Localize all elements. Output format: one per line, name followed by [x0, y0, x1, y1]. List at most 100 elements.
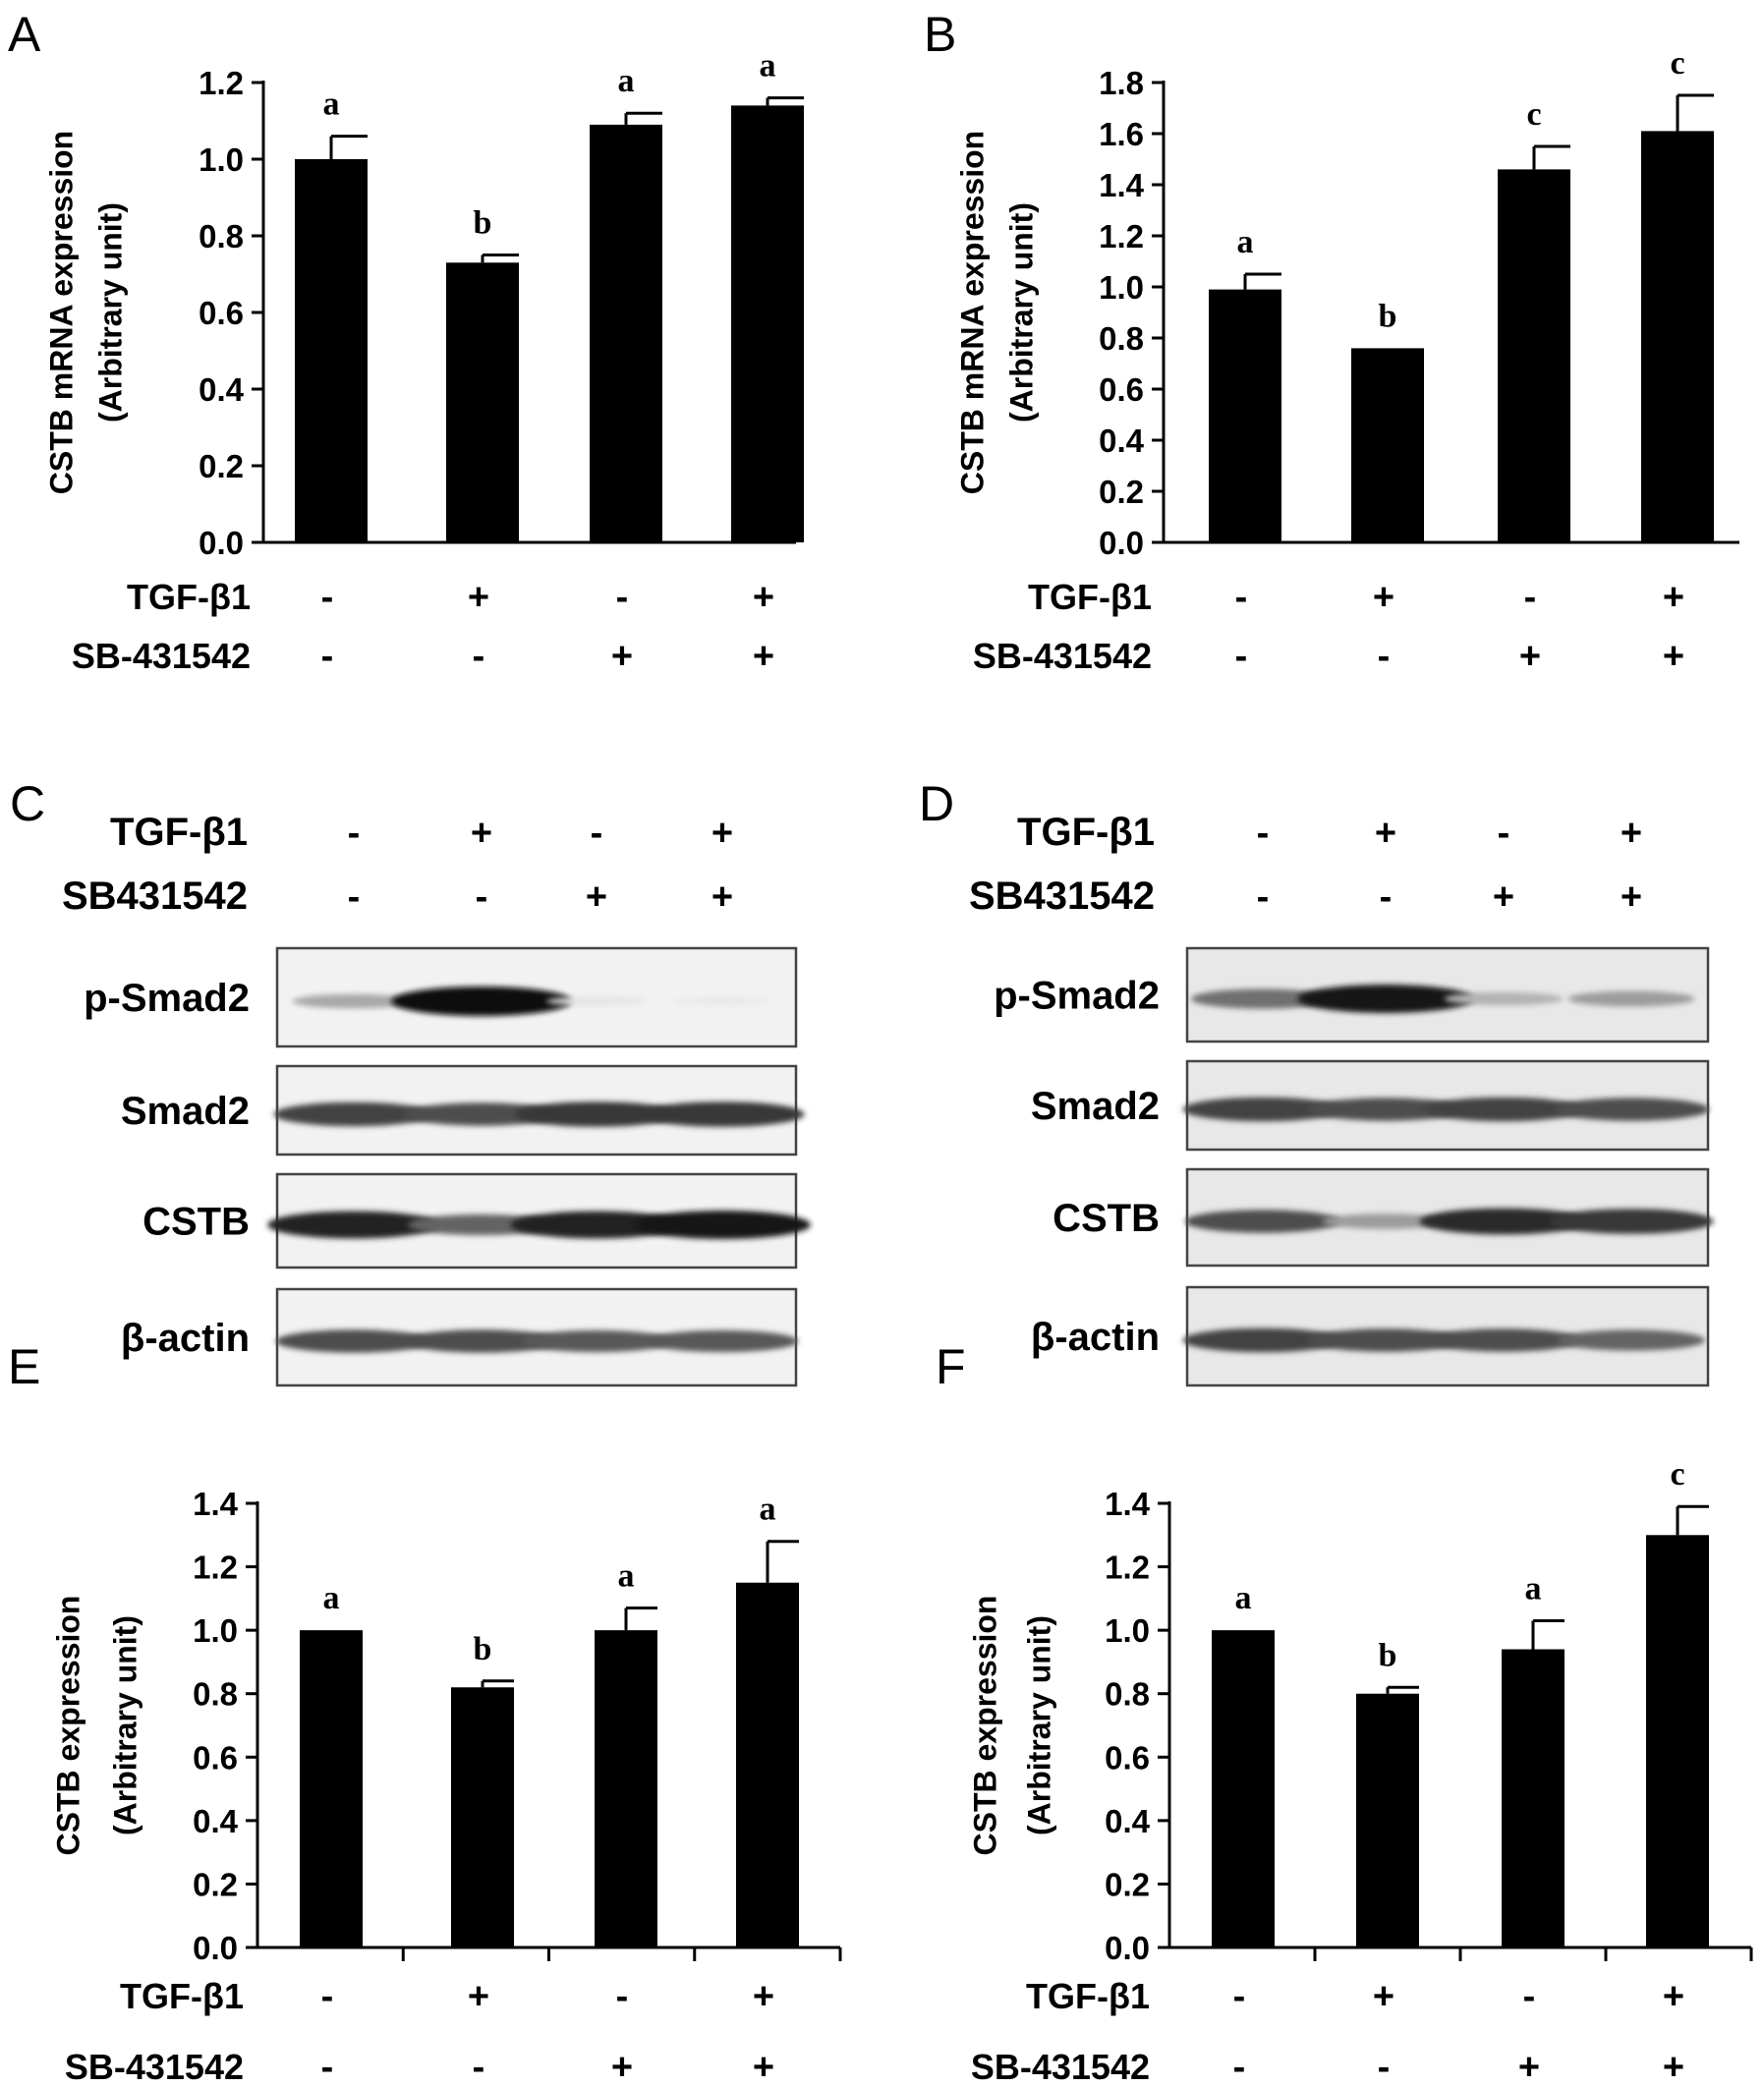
- tgf-sign: +: [1663, 1976, 1684, 2017]
- sb-label: SB431542: [969, 874, 1155, 918]
- blot-band: [1549, 1209, 1714, 1234]
- y-tick-label: 1.0: [1105, 1612, 1150, 1649]
- tgf-sign: -: [591, 813, 603, 854]
- blot-band: [545, 996, 648, 1006]
- sb-sign: +: [753, 2047, 774, 2087]
- sb-sign: -: [1380, 876, 1393, 918]
- blot-band: [403, 1329, 560, 1353]
- y-axis-label: CSTB mRNA expression: [43, 131, 79, 494]
- y-tick-label: 0.8: [1105, 1676, 1150, 1713]
- y-tick-label: 0.2: [1105, 1866, 1150, 1902]
- bar: [1356, 1693, 1419, 1947]
- bar: [1351, 348, 1424, 542]
- sb-sign: -: [473, 2047, 485, 2087]
- chart-panel-f: F CSTB expression (Arbitrary unit) 0.0 0.2 0.…: [936, 1339, 1753, 2087]
- chart-panel-e: E CSTB expression (Arbitrary unit) 0.0 0.2 0.…: [8, 1339, 842, 2087]
- tgf-sign: +: [1663, 577, 1684, 618]
- bar: [451, 1687, 514, 1947]
- blot-band: [1444, 991, 1564, 1006]
- tgf-sign: -: [616, 577, 629, 618]
- significance-letter: a: [760, 48, 776, 85]
- tgf-sign: -: [321, 1976, 334, 2017]
- blot-band: [1184, 1210, 1341, 1233]
- blot-band: [1557, 1329, 1706, 1351]
- blot-band: [1425, 1328, 1582, 1352]
- blot-row-label: CSTB: [142, 1201, 250, 1244]
- sb-sign: +: [611, 2047, 633, 2087]
- tgf-sign: -: [1523, 1976, 1536, 2017]
- blot-row-label: p-Smad2: [84, 977, 250, 1020]
- tgf-sign: -: [321, 577, 334, 618]
- blot-band: [1567, 990, 1695, 1007]
- sb-sign: +: [711, 876, 733, 918]
- y-tick-label: 1.0: [1099, 269, 1144, 306]
- tgf-sign: -: [1233, 1976, 1246, 2017]
- blot-band: [292, 993, 416, 1009]
- sb-sign: +: [1518, 2047, 1540, 2087]
- blot-band: [646, 1329, 799, 1353]
- blot-band: [672, 996, 772, 1006]
- y-tick-label: 0.0: [193, 1930, 238, 1966]
- blot-band: [1423, 1097, 1584, 1122]
- sb-sign: -: [476, 876, 488, 918]
- y-axis-label: CSTB expression: [50, 1596, 85, 1856]
- y-tick-label: 1.2: [199, 65, 244, 101]
- chart-panel-b: B CSTB mRNA expression (Arbitrary unit) 0.0…: [924, 7, 1739, 677]
- blot-row-label: β-actin: [1031, 1316, 1160, 1359]
- sb-label: SB-431542: [72, 636, 251, 676]
- significance-letter: a: [1237, 224, 1254, 260]
- blot-band: [267, 1211, 440, 1239]
- y-tick-label: 0.8: [1099, 320, 1144, 357]
- blot-band: [273, 1101, 434, 1127]
- y-tick-label: 0.4: [1099, 423, 1145, 459]
- y-tick-label: 1.2: [1105, 1550, 1150, 1586]
- sb-sign: +: [1519, 636, 1541, 677]
- tgf-sign: +: [468, 577, 489, 618]
- panel-letter: F: [936, 1339, 966, 1394]
- y-tick-label: 1.2: [193, 1550, 238, 1586]
- y-tick-label: 1.4: [1099, 167, 1145, 203]
- significance-letter: a: [323, 86, 340, 123]
- blot-panel-c: C TGF-β1 SB431542 - + - + - - + + p-Smad2 Smad2 CSTB β…: [10, 776, 811, 1387]
- y-tick-label: 0.2: [199, 448, 244, 484]
- y-tick-label: 0.8: [193, 1676, 238, 1713]
- tgf-sign: -: [1235, 577, 1248, 618]
- blot-band: [520, 1329, 673, 1353]
- blot-band: [1307, 1328, 1464, 1352]
- panel-letter: E: [8, 1339, 40, 1394]
- sb-sign: +: [1621, 876, 1642, 918]
- tgf-label: TGF-β1: [1017, 811, 1155, 854]
- panel-letter: A: [8, 7, 41, 62]
- significance-letter: a: [1235, 1580, 1252, 1616]
- y-axis-label-unit: (Arbitrary unit): [1021, 1615, 1056, 1835]
- sb-sign: -: [1378, 636, 1391, 677]
- y-tick-label: 0.4: [199, 371, 245, 408]
- significance-letter: b: [1379, 298, 1397, 334]
- tgf-sign: -: [616, 1976, 629, 2017]
- tgf-sign: +: [753, 577, 774, 618]
- bar: [1646, 1535, 1709, 1947]
- significance-letter: b: [474, 1631, 492, 1667]
- blot-band: [391, 987, 572, 1016]
- y-axis-label-unit: (Arbitrary unit): [1003, 202, 1039, 423]
- y-tick-label: 1.8: [1099, 65, 1144, 101]
- y-tick-label: 0.6: [193, 1739, 238, 1776]
- blot-band: [640, 1101, 805, 1127]
- tgf-sign: +: [1373, 577, 1394, 618]
- y-tick-label: 0.4: [193, 1803, 239, 1839]
- bar: [731, 105, 804, 543]
- significance-letter: b: [1379, 1637, 1397, 1673]
- tgf-sign: +: [711, 813, 733, 854]
- significance-letter: a: [323, 1580, 340, 1616]
- tgf-label: TGF-β1: [1026, 1976, 1150, 2016]
- blot-band: [1419, 1208, 1588, 1235]
- tgf-sign: -: [1524, 577, 1537, 618]
- bar: [300, 1630, 363, 1947]
- significance-letter: a: [618, 1558, 635, 1595]
- blot-row-label: CSTB: [1053, 1197, 1160, 1240]
- blot-band: [634, 1211, 811, 1239]
- sb-sign: -: [348, 876, 361, 918]
- sb-sign: -: [1235, 636, 1248, 677]
- significance-letter: a: [618, 63, 635, 99]
